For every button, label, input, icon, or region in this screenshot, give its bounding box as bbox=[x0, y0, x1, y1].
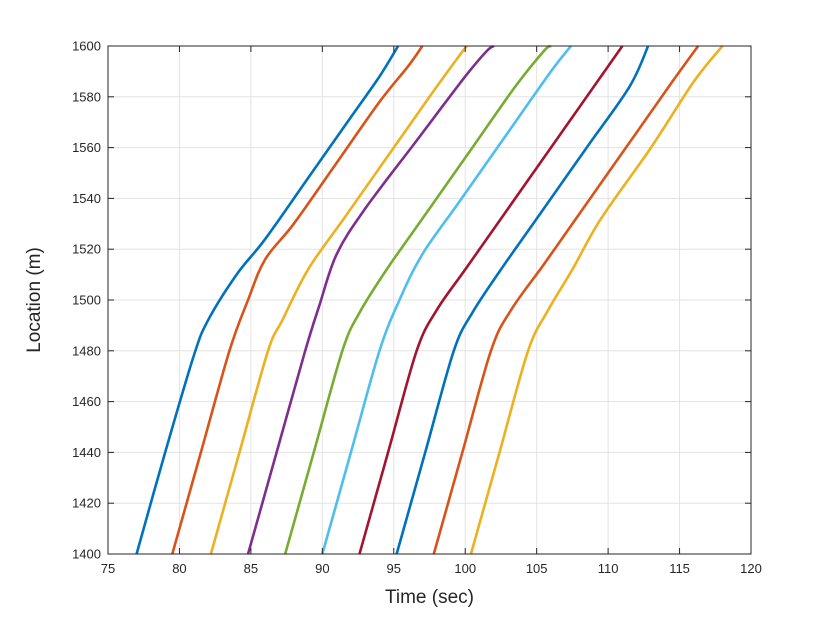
series-line-2 bbox=[171, 45, 424, 555]
y-tick-label: 1460 bbox=[72, 394, 101, 409]
y-tick-label: 1560 bbox=[72, 140, 101, 155]
y-axis-label: Location (m) bbox=[24, 247, 45, 353]
x-tick-label: 75 bbox=[101, 561, 115, 576]
y-tick-label: 1540 bbox=[72, 191, 101, 206]
series-line-4 bbox=[246, 44, 495, 555]
x-tick-label: 115 bbox=[669, 561, 690, 576]
series-line-10 bbox=[469, 45, 724, 555]
y-tick-label: 1480 bbox=[72, 343, 101, 358]
y-tick-label: 1500 bbox=[72, 293, 101, 308]
series-line-5 bbox=[283, 44, 552, 555]
series-line-9 bbox=[432, 45, 700, 555]
x-ticks: 75 80 85 90 95 100 105 110 115 120 bbox=[101, 46, 762, 576]
x-tick-label: 90 bbox=[315, 561, 329, 576]
y-tick-label: 1440 bbox=[72, 445, 101, 460]
series-line-1 bbox=[135, 45, 400, 555]
series-line-8 bbox=[395, 45, 650, 555]
x-tick-label: 80 bbox=[172, 561, 186, 576]
series-line-3 bbox=[209, 45, 468, 555]
x-tick-label: 95 bbox=[387, 561, 401, 576]
x-axis-label: Time (sec) bbox=[385, 587, 474, 608]
y-tick-label: 1600 bbox=[72, 39, 101, 54]
series-group bbox=[135, 44, 724, 555]
x-tick-label: 110 bbox=[598, 561, 619, 576]
series-line-6 bbox=[321, 45, 572, 555]
x-tick-label: 120 bbox=[740, 561, 762, 576]
y-tick-label: 1520 bbox=[72, 242, 101, 257]
x-tick-label: 105 bbox=[526, 561, 548, 576]
series-line-7 bbox=[358, 45, 624, 555]
y-tick-label: 1580 bbox=[72, 89, 101, 104]
x-tick-label: 100 bbox=[454, 561, 476, 576]
x-tick-label: 85 bbox=[244, 561, 258, 576]
y-ticks: 1400 1420 1440 1460 1480 1500 1520 1540 1560 1580… bbox=[72, 39, 751, 562]
y-tick-label: 1420 bbox=[72, 496, 101, 511]
y-tick-label: 1400 bbox=[72, 547, 101, 562]
